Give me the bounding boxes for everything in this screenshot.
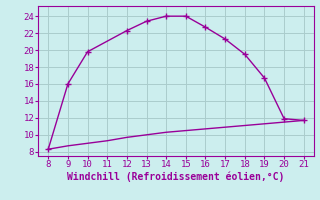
X-axis label: Windchill (Refroidissement éolien,°C): Windchill (Refroidissement éolien,°C) (67, 172, 285, 182)
